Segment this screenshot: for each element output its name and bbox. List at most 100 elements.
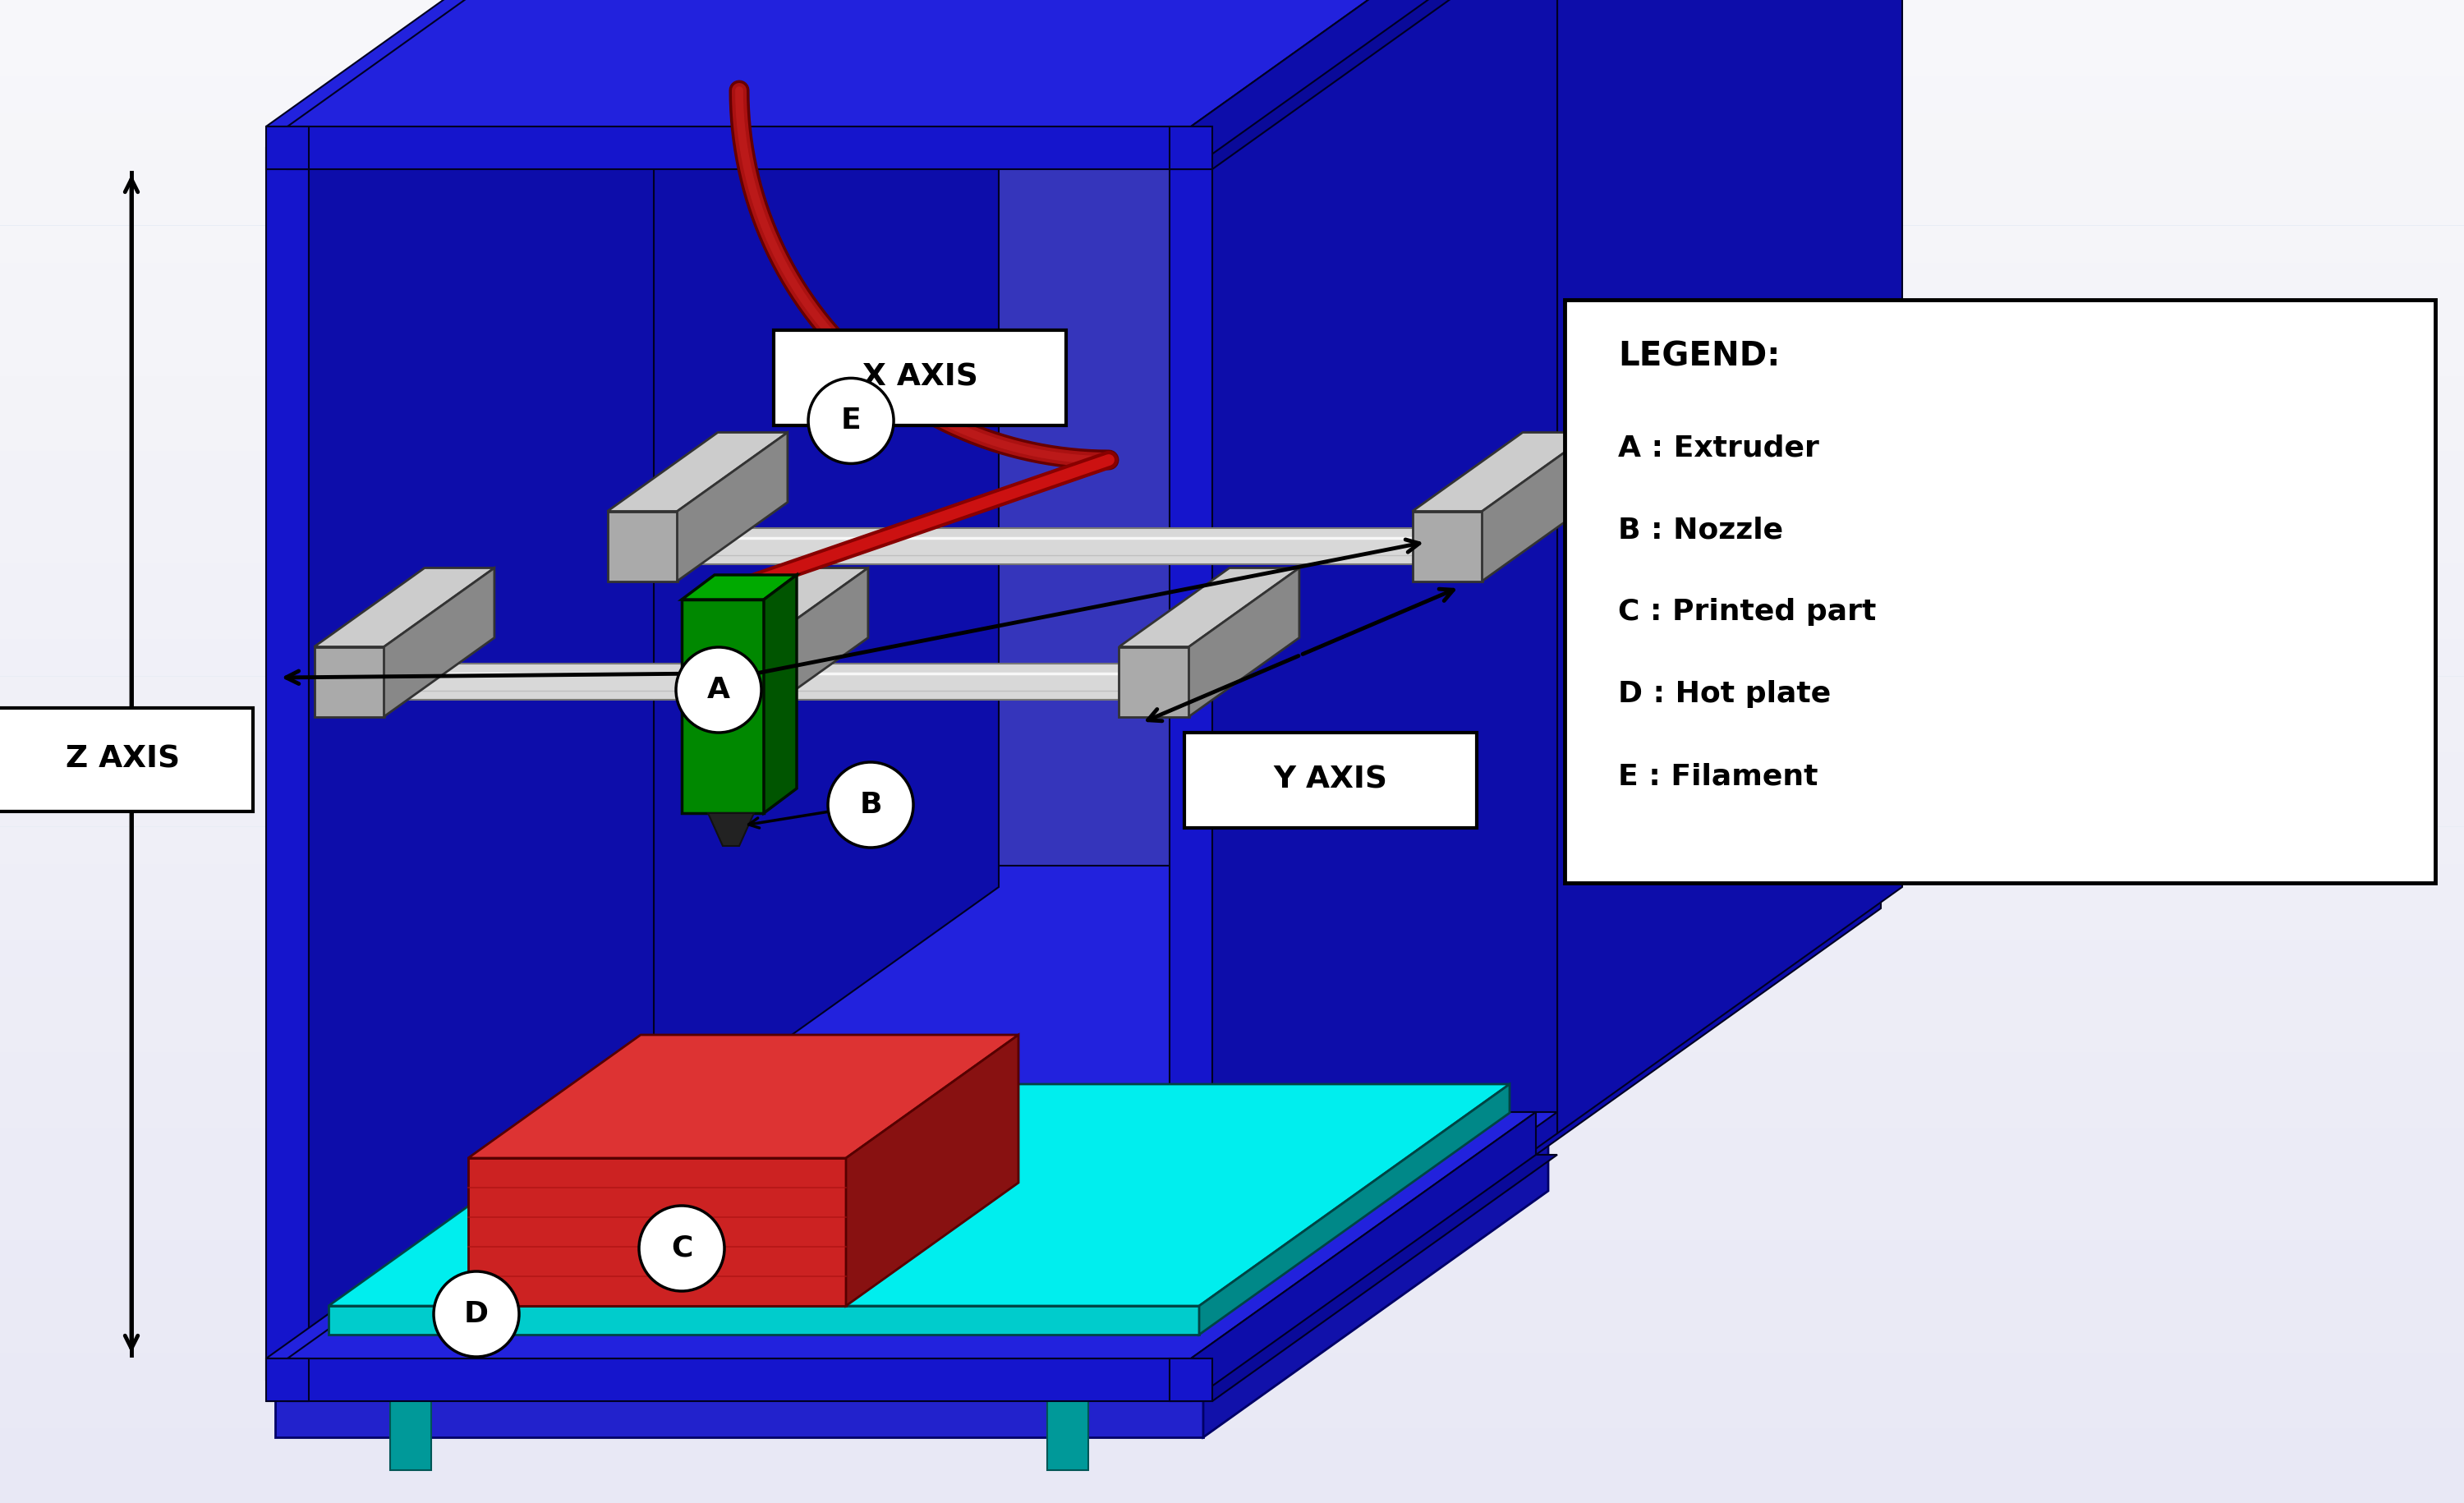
FancyBboxPatch shape bbox=[774, 331, 1067, 425]
Ellipse shape bbox=[1037, 1378, 1099, 1398]
FancyBboxPatch shape bbox=[1565, 299, 2434, 882]
Polygon shape bbox=[687, 646, 759, 717]
Polygon shape bbox=[1170, 0, 1557, 147]
Polygon shape bbox=[1323, 1190, 1365, 1273]
Text: X AXIS: X AXIS bbox=[862, 364, 978, 392]
Bar bbox=[0, 1278, 2464, 1315]
Bar bbox=[0, 564, 2464, 601]
Polygon shape bbox=[1119, 568, 1299, 646]
Polygon shape bbox=[288, 1359, 1190, 1401]
Polygon shape bbox=[1170, 1112, 1557, 1359]
Bar bbox=[0, 150, 2464, 188]
Bar bbox=[0, 0, 2464, 38]
Bar bbox=[0, 939, 2464, 977]
Circle shape bbox=[808, 379, 894, 463]
Bar bbox=[0, 376, 2464, 413]
Polygon shape bbox=[764, 576, 796, 813]
Polygon shape bbox=[1170, 1154, 1557, 1401]
Polygon shape bbox=[1190, 1112, 1535, 1401]
Text: A : Extruder: A : Extruder bbox=[1619, 434, 1818, 461]
Bar bbox=[0, 301, 2464, 338]
Bar bbox=[0, 977, 2464, 1015]
Polygon shape bbox=[288, 0, 1535, 126]
Bar bbox=[0, 1202, 2464, 1240]
Polygon shape bbox=[665, 1190, 707, 1273]
Polygon shape bbox=[1557, 0, 1902, 1133]
Polygon shape bbox=[308, 0, 653, 1380]
Ellipse shape bbox=[655, 1181, 717, 1201]
Bar bbox=[0, 714, 2464, 752]
Polygon shape bbox=[1170, 0, 1557, 126]
Text: E: E bbox=[840, 407, 860, 434]
Bar bbox=[0, 488, 2464, 526]
Bar bbox=[0, 639, 2464, 676]
Text: D: D bbox=[463, 1300, 488, 1329]
Polygon shape bbox=[288, 0, 1535, 147]
Text: E : Filament: E : Filament bbox=[1619, 762, 1818, 791]
Bar bbox=[0, 413, 2464, 451]
Polygon shape bbox=[389, 1387, 431, 1470]
Polygon shape bbox=[653, 0, 998, 1133]
Bar bbox=[0, 827, 2464, 864]
Polygon shape bbox=[384, 568, 495, 717]
Polygon shape bbox=[338, 664, 1165, 700]
Polygon shape bbox=[606, 433, 788, 511]
Polygon shape bbox=[707, 813, 754, 846]
Bar bbox=[0, 902, 2464, 939]
Ellipse shape bbox=[1313, 1181, 1375, 1201]
Bar bbox=[0, 225, 2464, 263]
Polygon shape bbox=[683, 600, 764, 813]
Bar bbox=[0, 789, 2464, 827]
Polygon shape bbox=[633, 866, 1880, 1112]
Polygon shape bbox=[1170, 126, 1212, 170]
Circle shape bbox=[434, 1272, 520, 1357]
Polygon shape bbox=[633, 1112, 1535, 1154]
Polygon shape bbox=[266, 0, 653, 147]
Polygon shape bbox=[266, 147, 308, 1380]
Text: Z AXIS: Z AXIS bbox=[67, 745, 180, 774]
Polygon shape bbox=[276, 1387, 1202, 1437]
Polygon shape bbox=[683, 576, 796, 600]
Circle shape bbox=[675, 648, 761, 732]
Polygon shape bbox=[288, 1133, 1535, 1380]
Text: Y AXIS: Y AXIS bbox=[1274, 765, 1387, 795]
Polygon shape bbox=[1515, 0, 1557, 1133]
Polygon shape bbox=[1170, 147, 1212, 1380]
Polygon shape bbox=[288, 126, 1190, 170]
Bar bbox=[0, 188, 2464, 225]
FancyBboxPatch shape bbox=[0, 708, 254, 812]
Polygon shape bbox=[845, 1036, 1018, 1306]
Bar bbox=[0, 1428, 2464, 1465]
Polygon shape bbox=[1190, 0, 1535, 1380]
Bar bbox=[0, 864, 2464, 902]
Text: C : Printed part: C : Printed part bbox=[1619, 598, 1875, 625]
Polygon shape bbox=[1412, 433, 1592, 511]
Text: C: C bbox=[670, 1234, 692, 1263]
Bar bbox=[0, 113, 2464, 150]
Polygon shape bbox=[266, 1154, 653, 1401]
Bar bbox=[0, 338, 2464, 376]
Polygon shape bbox=[687, 568, 867, 646]
Polygon shape bbox=[315, 568, 495, 646]
Text: B : Nozzle: B : Nozzle bbox=[1619, 516, 1784, 544]
Bar bbox=[0, 451, 2464, 488]
Bar bbox=[0, 1353, 2464, 1390]
Bar bbox=[0, 1240, 2464, 1278]
Bar bbox=[0, 1390, 2464, 1428]
Polygon shape bbox=[266, 1112, 653, 1359]
Polygon shape bbox=[1483, 433, 1592, 582]
FancyBboxPatch shape bbox=[1185, 732, 1476, 828]
Polygon shape bbox=[328, 1306, 1200, 1335]
Bar bbox=[0, 263, 2464, 301]
Polygon shape bbox=[611, 0, 653, 1133]
Bar bbox=[0, 752, 2464, 789]
Polygon shape bbox=[1202, 1142, 1547, 1437]
Polygon shape bbox=[1535, 866, 1880, 1154]
Bar bbox=[0, 1127, 2464, 1165]
Polygon shape bbox=[1170, 1359, 1212, 1401]
Bar bbox=[0, 1465, 2464, 1503]
Polygon shape bbox=[266, 0, 653, 170]
Polygon shape bbox=[276, 1142, 1547, 1387]
Polygon shape bbox=[631, 528, 1459, 564]
Text: D : Hot plate: D : Hot plate bbox=[1619, 679, 1831, 708]
